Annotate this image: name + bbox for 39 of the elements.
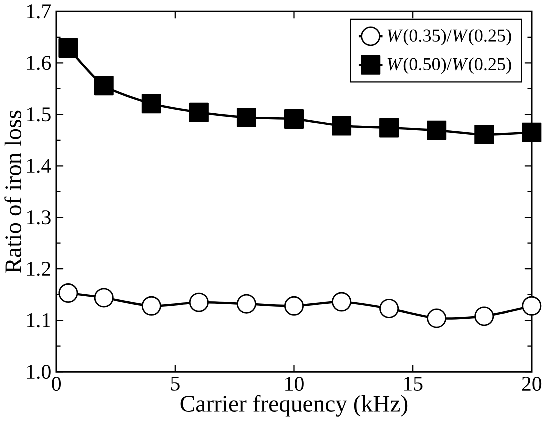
point <box>189 293 209 313</box>
x-tick-label: 0 <box>52 377 62 392</box>
y-tick-label: 1.2 <box>27 262 50 276</box>
point <box>427 121 447 141</box>
point <box>522 296 542 316</box>
y-tick-label: 1.1 <box>27 314 50 328</box>
point <box>284 296 304 316</box>
y-axis-title: Ratio of iron loss <box>4 111 22 274</box>
y-tick-label: 1.3 <box>27 210 51 225</box>
y-tick-label: 1.0 <box>27 365 51 380</box>
point <box>474 125 494 145</box>
point <box>94 288 114 308</box>
y-tick-label: 1.4 <box>27 159 52 174</box>
point <box>58 38 78 58</box>
point <box>236 294 256 314</box>
point <box>332 292 352 312</box>
point <box>332 116 352 136</box>
y-tick-label: 1.7 <box>27 4 52 19</box>
x-tick-label: 15 <box>404 377 423 392</box>
legend-label: W(0.35)/W(0.25) <box>388 29 512 46</box>
point <box>522 123 542 143</box>
legend-label: W(0.50)/W(0.25) <box>388 58 512 74</box>
y-tick-label: 1.6 <box>27 56 52 70</box>
point <box>380 118 400 138</box>
point <box>142 296 162 316</box>
x-tick-label: 20 <box>522 377 542 392</box>
point <box>189 103 209 123</box>
point <box>94 76 114 96</box>
point <box>58 284 78 304</box>
point <box>142 94 162 114</box>
x-tick-label: 5 <box>171 377 180 392</box>
point <box>236 108 256 128</box>
point <box>474 306 494 326</box>
x-axis-title: Carrier frequency (kHz) <box>180 395 408 418</box>
point <box>380 299 400 319</box>
point <box>284 110 304 130</box>
y-tick-label: 1.5 <box>27 108 51 122</box>
x-tick-label: 10 <box>286 377 304 392</box>
point <box>427 309 447 329</box>
